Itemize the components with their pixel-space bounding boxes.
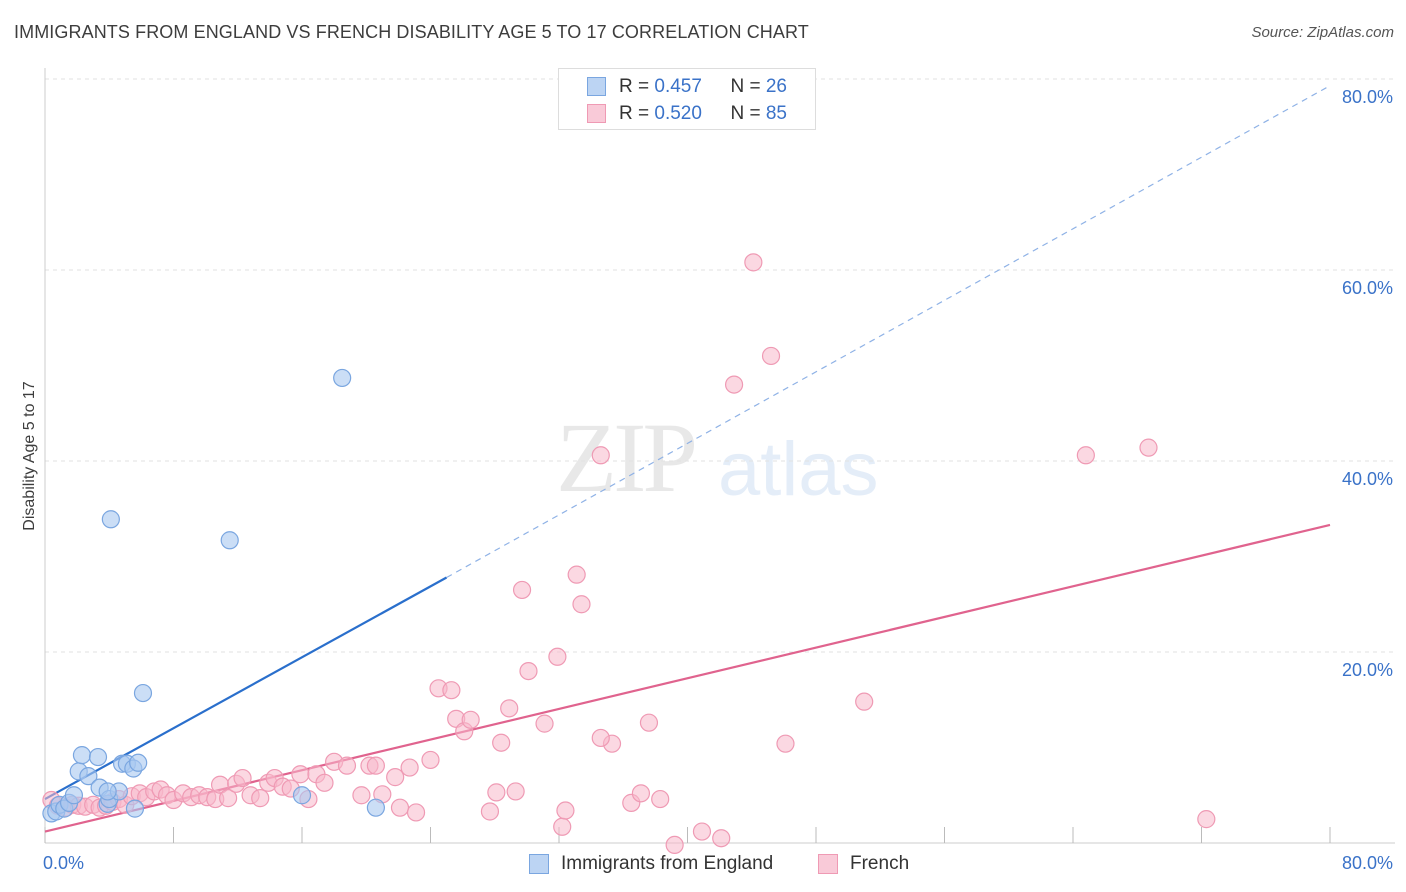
legend-item-french: French (818, 851, 909, 877)
legend-swatch-england (529, 854, 549, 874)
trend-lines (44, 85, 1331, 833)
data-point-french (724, 375, 744, 394)
legend-swatch-french (587, 104, 606, 123)
y-tick-label: 20.0% (1342, 660, 1393, 680)
data-point-england (125, 799, 145, 818)
source-label: Source: ZipAtlas.com (1251, 24, 1394, 41)
data-point-french (337, 756, 357, 775)
data-point-french (712, 829, 731, 848)
data-point-french (233, 768, 252, 788)
watermark-atlas: atlas (718, 427, 879, 512)
stats-text-french: R = 0.520 N = 85 (619, 103, 787, 125)
data-point-french (461, 710, 480, 729)
chart-title: IMMIGRANTS FROM ENGLAND VS FRENCH DISABI… (14, 22, 809, 42)
r-label: R = (619, 103, 655, 124)
data-point-england (88, 747, 108, 767)
r-value-french: 0.520 (654, 103, 702, 124)
data-point-french (761, 346, 781, 366)
data-point-england (220, 531, 239, 550)
data-point-french (855, 692, 874, 711)
axes (44, 68, 1395, 844)
tick-labels: 20.0% 40.0% 60.0% 80.0% 0.0% 80.0% (43, 87, 1393, 873)
data-point-england (366, 798, 385, 817)
y-tick-label: 80.0% (1342, 87, 1393, 107)
data-point-england (98, 782, 117, 801)
data-point-england (129, 753, 148, 772)
data-point-french (519, 661, 538, 681)
data-point-england (79, 767, 98, 786)
data-point-england (333, 368, 352, 388)
y-tick-label: 40.0% (1342, 469, 1393, 489)
legend-swatch-england (587, 77, 606, 96)
grid (45, 78, 1395, 653)
data-point-french (506, 782, 525, 801)
r-label: R = (619, 76, 655, 97)
data-point-french (421, 750, 440, 770)
data-point-french (572, 595, 591, 614)
data-point-french (553, 817, 572, 836)
data-point-french (480, 802, 500, 821)
data-point-french (291, 765, 310, 784)
trend-line-england-extended (446, 85, 1331, 579)
legend-item-england: Immigrants from England (529, 851, 773, 877)
data-point-england (101, 510, 120, 529)
n-label: N = (730, 76, 766, 97)
data-point-french (631, 784, 651, 803)
data-point-french (400, 758, 419, 777)
r-value-england: 0.457 (654, 76, 702, 97)
n-value-french: 85 (765, 103, 787, 124)
y-tick-label: 60.0% (1342, 278, 1393, 298)
data-point-french (776, 734, 795, 753)
data-point-french (744, 253, 763, 272)
data-point-french (1076, 446, 1095, 465)
n-label: N = (730, 103, 766, 124)
data-point-french (567, 565, 586, 584)
data-point-french (251, 789, 270, 808)
data-point-england (292, 786, 312, 805)
data-point-french (500, 699, 519, 718)
data-point-french (591, 728, 610, 748)
data-point-french (406, 803, 426, 822)
data-point-french (639, 713, 659, 732)
data-point-french (352, 786, 371, 805)
data-point-french (366, 756, 385, 775)
trend-line-england (44, 576, 448, 801)
data-point-french (556, 801, 575, 820)
data-point-french (442, 681, 461, 700)
watermark-zip: ZIP (556, 402, 698, 513)
data-point-french (492, 733, 511, 752)
data-point-french (1197, 810, 1216, 829)
data-point-french (692, 822, 712, 841)
data-point-french (512, 580, 532, 600)
n-value-england: 26 (765, 76, 787, 97)
data-point-french (219, 789, 238, 808)
data-points (42, 253, 1216, 855)
x-tick-label: 0.0% (43, 853, 84, 873)
data-point-french (487, 783, 506, 802)
trend-line-french (44, 523, 1331, 833)
data-point-french (651, 789, 670, 809)
data-point-england (133, 683, 153, 703)
data-point-french (591, 446, 610, 465)
data-point-french (665, 835, 684, 855)
data-point-french (535, 714, 554, 733)
data-point-england (64, 786, 84, 805)
data-point-french (386, 768, 405, 787)
stats-text-england: R = 0.457 N = 26 (619, 76, 787, 98)
stats-legend: R = 0.457 N = 26 R = 0.520 N = 85 (558, 68, 816, 130)
data-point-french (315, 773, 334, 792)
data-point-french (1139, 438, 1158, 457)
data-point-french (390, 798, 410, 817)
data-point-england (72, 746, 92, 765)
legend-label-french: French (850, 853, 910, 874)
legend-swatch-french (818, 854, 838, 874)
legend-label-england: Immigrants from England (561, 853, 774, 874)
data-point-french (548, 647, 567, 666)
x-tick-label: 80.0% (1342, 853, 1393, 873)
